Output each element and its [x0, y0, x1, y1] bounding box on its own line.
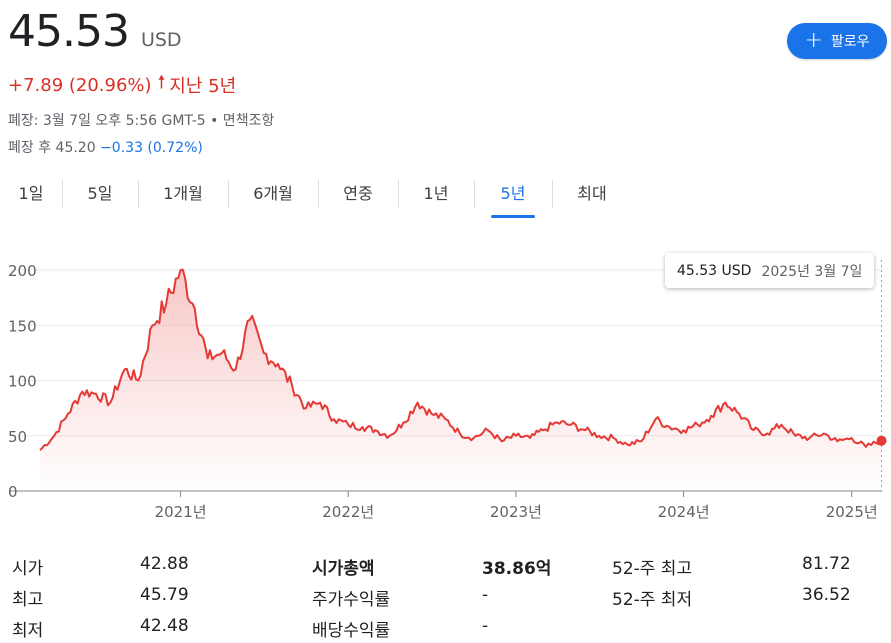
follow-label: 팔로우 — [830, 34, 870, 50]
change-period: 지난 5년 — [169, 76, 237, 97]
follow-button[interactable]: + 팔로우 — [787, 23, 887, 59]
tab-1m[interactable]: 1개월 — [138, 176, 228, 218]
tab-label: 1일 — [18, 184, 44, 203]
tab-6m[interactable]: 6개월 — [228, 176, 318, 218]
stat-high-value: 45.79 — [140, 585, 189, 605]
tab-label: 5년 — [500, 184, 526, 203]
tab-label: 1개월 — [163, 184, 203, 203]
stat-52w-high-value: 81.72 — [802, 554, 851, 574]
stat-52w-low-value: 36.52 — [802, 585, 851, 605]
currency-label: USD — [140, 29, 182, 51]
tooltip-date: 2025년 3월 7일 — [761, 263, 863, 280]
stat-open-label: 시가 — [12, 559, 44, 579]
x-tick-label: 2024년 — [658, 503, 710, 521]
stat-52w-high-label: 52-주 최고 — [612, 559, 693, 579]
x-tick-label: 2022년 — [322, 503, 374, 521]
tab-label: 최대 — [577, 184, 607, 203]
price-chart[interactable]: 0 50 100 150 200 2021년 2022년 2023년 2024년 2025년 — [0, 240, 891, 530]
tab-1d[interactable]: 1일 — [0, 176, 62, 218]
change-value: +7.89 (20.96%) — [8, 74, 152, 96]
price-line — [39, 268, 883, 451]
chart-tooltip: 45.53 USD 2025년 3월 7일 — [665, 253, 875, 288]
tab-5y[interactable]: 5년 — [474, 176, 552, 218]
stat-52w-low-label: 52-주 최저 — [612, 590, 693, 610]
y-tick-label: 0 — [8, 483, 18, 501]
x-tick-label: 2023년 — [490, 503, 542, 521]
tab-label: 6개월 — [253, 184, 293, 203]
current-price: 45.53 — [8, 6, 130, 57]
y-tick-label: 200 — [8, 262, 37, 280]
arrow-up-icon: 🠕 — [157, 72, 166, 93]
tab-ytd[interactable]: 연중 — [318, 176, 398, 218]
after-hours-change: −0.33 (0.72%) — [100, 140, 203, 156]
y-tick-label: 100 — [8, 373, 37, 391]
stat-div-value: - — [482, 616, 489, 636]
stat-div-label: 배당수익률 — [312, 621, 391, 641]
tab-5d[interactable]: 5일 — [62, 176, 138, 218]
y-axis-labels: 0 50 100 150 200 — [8, 262, 37, 501]
after-hours-price: 폐장 후 45.20 — [8, 140, 96, 156]
stat-mktcap-label: 시가총액 — [312, 559, 375, 579]
x-tick-label: 2025년 — [826, 503, 878, 521]
tab-label: 5일 — [87, 184, 113, 203]
y-tick-label: 150 — [8, 317, 37, 335]
y-tick-label: 50 — [8, 428, 27, 446]
tab-1y[interactable]: 1년 — [398, 176, 474, 218]
stat-low-value: 42.48 — [140, 616, 189, 636]
tab-label: 연중 — [343, 184, 373, 203]
closed-info: 폐장: 3월 7일 오후 5:56 GMT-5 • 면책조항 — [8, 113, 275, 129]
stat-low-label: 최저 — [12, 621, 44, 641]
stat-pe-value: - — [482, 585, 489, 605]
stat-mktcap-value: 38.86억 — [482, 559, 552, 579]
price-header: 45.53 USD — [8, 6, 182, 57]
range-tabs: 1일 5일 1개월 6개월 연중 1년 5년 최대 — [0, 176, 632, 218]
price-area — [40, 269, 882, 491]
tooltip-price: 45.53 USD — [677, 262, 752, 279]
active-tab-indicator — [491, 215, 535, 218]
price-change: +7.89 (20.96%) 🠕 지난 5년 — [8, 70, 236, 100]
after-hours-info: 폐장 후 45.20 −0.33 (0.72%) — [8, 137, 203, 157]
stat-high-label: 최고 — [12, 590, 44, 610]
tab-label: 1년 — [423, 184, 449, 203]
last-price-point — [876, 435, 887, 446]
stat-open-value: 42.88 — [140, 554, 189, 574]
stat-pe-label: 주가수익률 — [312, 590, 391, 610]
x-tick-label: 2021년 — [155, 503, 207, 521]
x-axis-labels: 2021년 2022년 2023년 2024년 2025년 — [155, 491, 878, 521]
plus-icon: + — [804, 28, 823, 53]
tab-max[interactable]: 최대 — [552, 176, 632, 218]
